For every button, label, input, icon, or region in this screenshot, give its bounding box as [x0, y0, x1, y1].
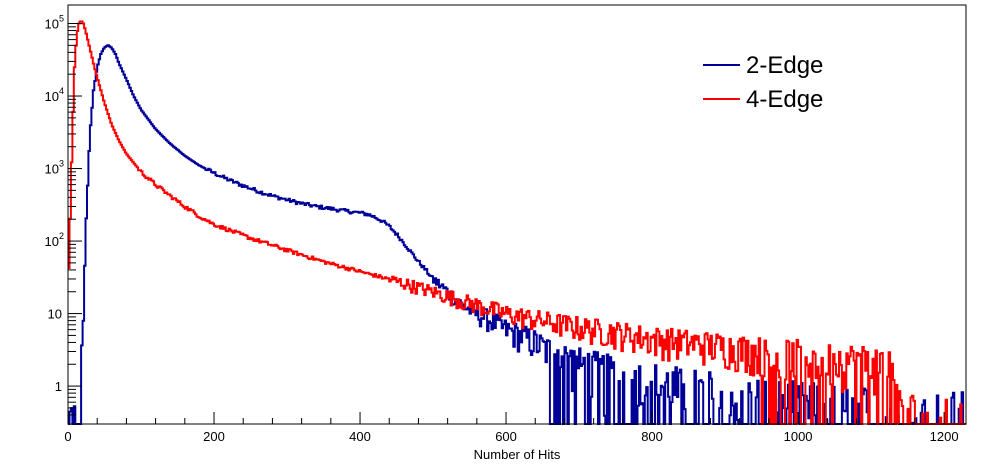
- x-tick-label: 1200: [930, 429, 959, 444]
- y-tick-label: 10: [48, 307, 62, 322]
- x-tick-label: 400: [349, 429, 371, 444]
- legend-label: 4-Edge: [746, 86, 823, 113]
- plot-frame: [67, 4, 967, 425]
- x-tick-label: 200: [203, 429, 225, 444]
- x-tick-label: 0: [64, 429, 71, 444]
- y-tick-label: 103: [45, 159, 64, 177]
- legend: 2-Edge 4-Edge: [703, 52, 823, 113]
- y-tick-label: 102: [45, 231, 64, 249]
- y-tick-label: 1: [55, 379, 62, 394]
- x-tick-label: 600: [495, 429, 517, 444]
- y-tick-label: 105: [45, 14, 64, 32]
- series-layer: [68, 20, 966, 425]
- y-tick-label: 104: [45, 86, 64, 104]
- x-tick-label: 800: [641, 429, 663, 444]
- x-axis-label: Number of Hits: [474, 447, 561, 462]
- legend-label: 2-Edge: [746, 52, 823, 79]
- axis-layer: 0 200 400 600 800 1000 1200 1 10 102 103 104 105: [45, 14, 959, 444]
- series-line-two-edge: [68, 44, 966, 425]
- x-tick-label: 1000: [784, 429, 813, 444]
- series-line-four-edge: [68, 20, 966, 425]
